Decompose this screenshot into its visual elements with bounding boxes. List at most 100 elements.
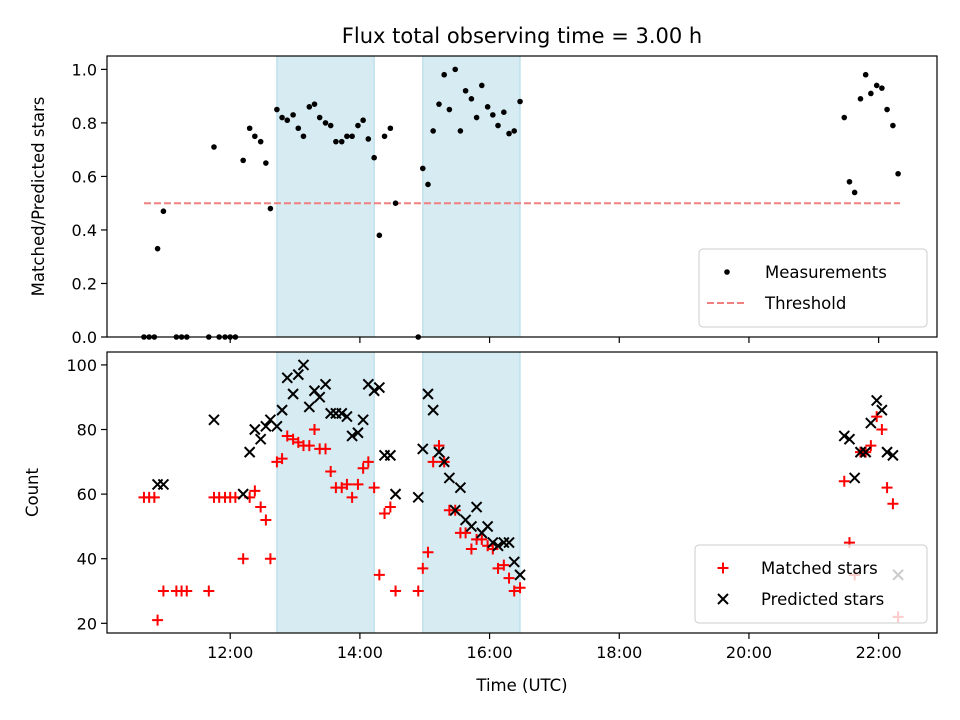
matched-stars-point-19 [260,514,272,526]
predicted-stars-point-10 [271,420,283,432]
legend-label-1: Measurements [765,263,887,282]
predicted-stars-point-57 [859,446,872,458]
y-tick-label-3: 0.4 [72,221,97,240]
predicted-stars-point-6 [249,423,261,436]
predicted-stars-point-39 [443,472,456,484]
measurement-point-37 [360,117,366,124]
predicted-stars-point-40 [449,504,461,516]
top-panel: 0.0 0.2 0.4 0.6 0.8 1.0 Matched/Predicted star… [29,55,938,347]
matched-stars-point-3 [148,491,160,503]
axes-frame [106,351,938,634]
measurement-point-35 [349,133,355,140]
predicted-stars-point-18 [313,391,326,403]
measurement-point-60 [501,109,507,115]
predicted-stars-point-33 [412,491,424,504]
matched-stars-point-28 [309,424,320,436]
predicted-stars-point-23 [341,410,353,423]
predicted-stars-point-14 [292,368,304,381]
matched-stars-point-31 [325,466,337,478]
measurement-point-46 [425,181,431,188]
measurement-point-70 [873,82,880,89]
matched-stars-point-46 [422,546,434,558]
y-tick-label-4: 80 [77,421,97,440]
highlight-band-1 [276,351,375,634]
predicted-stars-point-60 [876,404,888,416]
measurement-point-18 [257,138,264,145]
matched-stars-point-36 [352,478,364,490]
matched-stars-point-47 [427,456,439,468]
predicted-stars-point-54 [843,433,856,445]
measurement-point-32 [333,138,339,145]
x-tick-label-3: 16:00 [467,643,513,662]
predicted-stars-point-7 [254,433,267,445]
measurement-point-36 [355,122,361,129]
matched-stars-point-53 [460,527,472,539]
measurement-point-54 [468,96,475,102]
predicted-stars-point-11 [276,404,288,416]
predicted-stars-point-61 [881,446,893,458]
predicted-stars-point-44 [470,501,483,513]
chart-title: Flux total observing time = 3.00 h [342,24,702,48]
matched-stars-point-30 [320,443,332,455]
measurement-point-59 [495,122,501,129]
predicted-stars-point-32 [389,488,402,500]
measurement-point-62 [511,128,518,134]
predicted-stars-point-49 [498,536,510,549]
measurement-point-21 [274,106,280,113]
measurement-point-69 [868,90,874,97]
predicted-stars-point-38 [438,456,450,468]
matched-stars-point-40 [373,569,385,581]
predicted-stars-point-47 [487,536,499,549]
predicted-stars-point-41 [454,481,467,494]
matched-stars-point-5 [157,585,169,597]
legend-handle-1 [724,269,730,275]
measurement-point-27 [306,104,313,110]
matched-stars-point-73 [887,498,899,510]
predicted-stars-point-53 [838,430,850,442]
measurement-point-41 [381,133,388,140]
predicted-stars-point-16 [303,401,316,413]
measurement-point-56 [478,82,485,89]
matched-stars-point-69 [865,440,877,452]
measurement-point-61 [506,130,512,137]
matched-stars-point-54 [465,543,477,555]
predicted-stars-point-20 [325,407,337,420]
y-tick-label-1: 0.0 [72,328,97,347]
measurement-point-68 [862,71,869,78]
predicted-stars-point-19 [319,378,332,391]
predicted-stars-point-51 [508,556,520,568]
predicted-stars-point-26 [357,414,369,426]
measurement-point-58 [490,112,496,118]
y-tick-label-2: 0.2 [72,274,97,293]
matched-stars-point-41 [379,507,391,519]
matched-stars-point-38 [362,456,374,468]
matched-stars-point-17 [249,485,261,497]
measurement-point-33 [338,138,345,145]
matched-stars-point-60 [498,559,510,571]
measurement-point-5 [160,208,167,215]
measurement-point-63 [517,98,523,105]
measurement-point-24 [290,112,296,118]
matched-stars-point-8 [181,585,193,597]
predicted-stars-point-46 [481,520,494,533]
x-axis-label: Time (UTC) [475,676,567,695]
matched-stars-point-27 [303,440,315,452]
matched-stars-point-71 [876,424,888,436]
matched-stars-point-4 [152,614,164,626]
measurement-point-49 [441,71,447,78]
matched-stars-point-48 [433,440,445,452]
matched-stars-point-23 [281,430,293,442]
y-tick-label-6: 1.0 [72,60,97,79]
matched-stars-point-20 [264,553,276,565]
matched-stars-point-39 [368,482,380,494]
highlight-band-2 [422,351,521,634]
measurement-point-20 [267,205,274,212]
predicted-stars-point-37 [433,446,445,458]
measurement-point-50 [446,106,453,113]
y-tick-label-4: 0.6 [72,167,97,186]
measurement-point-26 [300,133,307,140]
matched-stars-point-62 [508,585,520,597]
measurement-point-64 [841,114,848,121]
measurement-point-43 [392,200,399,206]
